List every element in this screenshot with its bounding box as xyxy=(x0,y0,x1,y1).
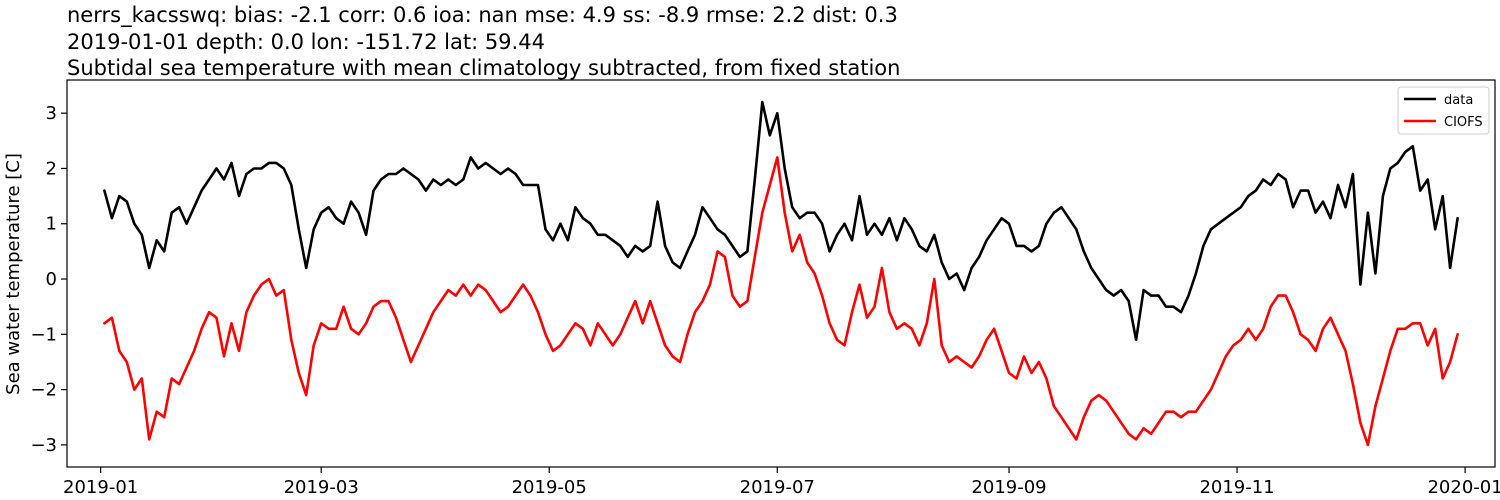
legend-label-ciofs: CIOFS xyxy=(1444,115,1483,130)
legend-label-data: data xyxy=(1444,93,1473,108)
x-tick-label: 2019-03 xyxy=(284,477,359,498)
y-tick-label: 0 xyxy=(46,269,57,290)
series-line-data xyxy=(103,100,1459,342)
series-layer xyxy=(103,100,1459,447)
axes-layer: −3 −2 −1 0 1 2 3 2019-01 2019-03 2019-05 2019-07 20… xyxy=(30,79,1500,498)
y-axis-label: Sea water temperature [C] xyxy=(3,153,24,395)
plot-frame xyxy=(66,79,1496,468)
series-line-ciofs xyxy=(103,156,1459,447)
x-tick-label: 2019-09 xyxy=(971,477,1046,498)
y-tick-label: −1 xyxy=(30,324,57,345)
y-tick-label: 3 xyxy=(46,103,57,124)
x-tick-label: 2019-05 xyxy=(512,477,587,498)
legend: data CIOFS xyxy=(1397,86,1490,135)
y-tick-label: −3 xyxy=(30,435,57,456)
chart-title-line-3: Subtidal sea temperature with mean clima… xyxy=(67,56,900,80)
chart-title-line-1: nerrs_kacsswq: bias: -2.1 corr: 0.6 ioa:… xyxy=(67,3,898,28)
y-tick-label: 1 xyxy=(46,214,57,235)
y-tick-label: 2 xyxy=(46,158,57,179)
x-tick-label: 2019-11 xyxy=(1199,477,1274,498)
y-tick-label: −2 xyxy=(30,380,57,401)
chart-title-line-2: 2019-01-01 depth: 0.0 lon: -151.72 lat: … xyxy=(67,30,545,54)
x-tick-label: 2019-01 xyxy=(63,477,138,498)
x-tick-label: 2019-07 xyxy=(740,477,815,498)
x-tick-label: 2020-01 xyxy=(1427,477,1500,498)
